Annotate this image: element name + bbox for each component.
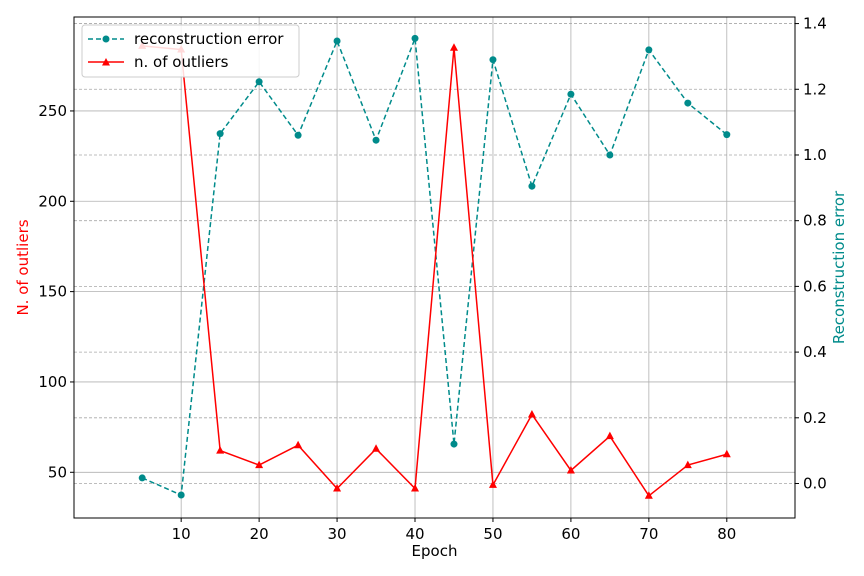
legend-entry-outliers: n. of outliers bbox=[88, 53, 229, 71]
grid bbox=[74, 17, 795, 518]
data-point-reconstruction-error bbox=[216, 130, 224, 138]
legend-label-outliers: n. of outliers bbox=[134, 53, 229, 71]
data-point-outliers bbox=[722, 449, 731, 458]
data-point-outliers bbox=[644, 491, 653, 499]
data-point-reconstruction-error bbox=[177, 491, 185, 499]
data-point-outliers bbox=[294, 440, 303, 449]
series-line-reconstruction-error bbox=[141, 38, 728, 497]
plot-series bbox=[138, 34, 731, 499]
y-right-tick-label: 1.4 bbox=[803, 15, 827, 33]
data-point-reconstruction-error bbox=[450, 440, 458, 448]
data-point-outliers bbox=[488, 480, 497, 488]
y-right-tick-label: 1.2 bbox=[803, 80, 827, 98]
x-tick-label: 20 bbox=[250, 525, 269, 543]
y-left-tick-label: 150 bbox=[38, 283, 67, 301]
data-point-reconstruction-error bbox=[528, 182, 536, 190]
x-axis-label: Epoch bbox=[412, 542, 458, 560]
data-point-reconstruction-error bbox=[372, 136, 380, 144]
data-point-outliers bbox=[527, 409, 536, 418]
x-tick-label: 30 bbox=[328, 525, 347, 543]
x-tick-label: 10 bbox=[172, 525, 191, 543]
y-right-tick-label: 0.0 bbox=[803, 475, 827, 493]
y-right-tick-label: 0.4 bbox=[803, 343, 827, 361]
y-left-tick-label: 100 bbox=[38, 373, 67, 391]
data-point-reconstruction-error bbox=[411, 34, 419, 42]
legend-box bbox=[81, 24, 300, 78]
data-point-reconstruction-error bbox=[606, 151, 614, 159]
data-point-reconstruction-error bbox=[138, 474, 146, 482]
y-left-tick-label: 50 bbox=[48, 463, 67, 481]
data-point-outliers bbox=[449, 43, 458, 51]
y-right-tick-label: 0.2 bbox=[803, 409, 827, 427]
y-right-tick-label: 1.0 bbox=[803, 146, 827, 164]
x-tick-label: 60 bbox=[561, 525, 580, 543]
x-tick-label: 80 bbox=[717, 525, 736, 543]
data-point-outliers bbox=[372, 444, 381, 452]
y-axis-right-label: Reconstruction error bbox=[830, 190, 848, 344]
data-point-outliers bbox=[411, 484, 420, 492]
y-axis-left: 50 100 150 200 250 bbox=[38, 102, 74, 481]
y-right-tick-label: 0.8 bbox=[803, 212, 827, 230]
y-right-tick-label: 0.6 bbox=[803, 277, 827, 295]
data-point-outliers bbox=[683, 460, 692, 469]
data-point-reconstruction-error bbox=[645, 46, 653, 54]
data-point-outliers bbox=[255, 460, 264, 469]
legend-marker-outliers bbox=[102, 58, 110, 66]
data-point-outliers bbox=[333, 484, 342, 492]
x-tick-label: 70 bbox=[639, 525, 658, 543]
data-point-outliers bbox=[566, 465, 575, 474]
data-point-reconstruction-error bbox=[723, 131, 731, 139]
data-point-reconstruction-error bbox=[255, 78, 263, 86]
y-left-tick-label: 250 bbox=[38, 102, 67, 120]
data-point-reconstruction-error bbox=[294, 131, 302, 139]
legend-marker-reconstruction-error bbox=[102, 35, 110, 43]
y-axis-left-label: N. of outliers bbox=[14, 219, 32, 315]
data-point-reconstruction-error bbox=[567, 90, 575, 98]
legend: reconstruction error n. of outliers bbox=[81, 24, 300, 78]
data-point-outliers bbox=[605, 431, 614, 440]
data-point-reconstruction-error bbox=[333, 37, 341, 45]
plot-frame bbox=[73, 16, 796, 519]
data-point-reconstruction-error bbox=[684, 99, 692, 107]
data-point-reconstruction-error bbox=[489, 56, 497, 64]
x-tick-label: 50 bbox=[483, 525, 502, 543]
series-line-outliers bbox=[142, 45, 727, 497]
y-left-tick-label: 200 bbox=[38, 192, 67, 210]
x-axis: 10 20 30 40 50 60 70 80 bbox=[172, 518, 736, 543]
legend-label-reconstruction-error: reconstruction error bbox=[134, 30, 284, 48]
legend-entry-reconstruction-error: reconstruction error bbox=[88, 30, 284, 48]
x-tick-label: 40 bbox=[405, 525, 424, 543]
y-axis-right: 0.0 0.2 0.4 0.6 0.8 1.0 1.2 1.4 bbox=[795, 15, 827, 493]
data-point-outliers bbox=[216, 446, 225, 454]
